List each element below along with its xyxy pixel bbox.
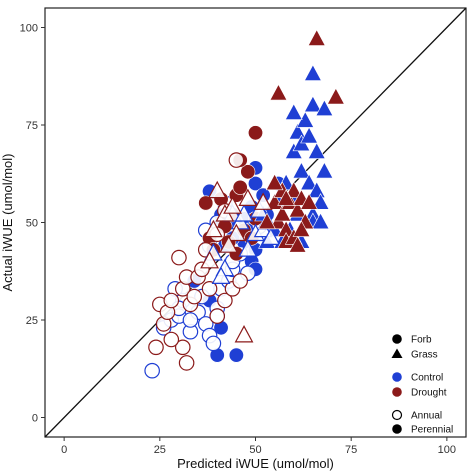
legend-label: Forb bbox=[411, 335, 432, 346]
y-tick-label: 50 bbox=[26, 218, 38, 230]
data-point-grass-control-perennial bbox=[304, 95, 322, 113]
legend-label: Control bbox=[411, 373, 443, 384]
data-point-grass-drought-perennial bbox=[284, 181, 303, 198]
data-point-forb-drought-annual bbox=[148, 339, 164, 356]
data-point-forb-drought-annual bbox=[171, 249, 187, 266]
data-point-grass-control-annual bbox=[211, 266, 231, 284]
y-tick-label: 100 bbox=[20, 23, 38, 35]
data-point-forb-drought-annual bbox=[174, 339, 191, 356]
data-point-grass-drought-perennial bbox=[269, 83, 288, 101]
axes-layer: 0 25 50 75 100 0 25 50 75 100 bbox=[20, 23, 456, 457]
data-point-forb-control-perennial bbox=[248, 176, 264, 192]
data-point-grass-drought-perennial bbox=[258, 212, 276, 230]
data-point-grass-drought-perennial bbox=[273, 204, 292, 222]
data-point-forb-drought-annual bbox=[186, 288, 203, 305]
data-point-forb-drought-perennial bbox=[232, 179, 248, 195]
data-point-grass-drought-perennial bbox=[300, 193, 318, 210]
data-point-grass-drought-annual bbox=[203, 219, 223, 238]
legend-marker-open bbox=[391, 409, 403, 421]
x-axis-title: Predicted iWUE (umol/mol) bbox=[177, 456, 334, 471]
data-point-grass-control-perennial bbox=[304, 64, 322, 81]
data-point-grass-control-perennial bbox=[288, 122, 307, 140]
y-tick-label: 75 bbox=[26, 120, 38, 132]
data-point-forb-drought-perennial bbox=[240, 164, 256, 180]
data-point-forb-drought-annual bbox=[209, 308, 226, 324]
data-point-forb-control-annual bbox=[182, 312, 199, 328]
data-point-forb-drought-annual bbox=[178, 355, 195, 371]
y-tick-label: 25 bbox=[26, 315, 38, 327]
data-point-grass-drought-annual bbox=[200, 250, 219, 269]
data-point-grass-control-perennial bbox=[284, 103, 303, 120]
x-tick-label: 75 bbox=[345, 444, 357, 456]
legend-label: Grass bbox=[411, 350, 438, 361]
data-point-grass-control-perennial bbox=[315, 99, 334, 116]
data-point-grass-control-perennial bbox=[300, 173, 318, 191]
data-point-grass-control-perennial bbox=[307, 181, 326, 198]
legend-label: Annual bbox=[411, 411, 442, 422]
data-points-layer bbox=[144, 29, 345, 379]
data-point-forb-drought-annual bbox=[217, 292, 233, 309]
x-tick-label: 0 bbox=[61, 444, 67, 456]
legend-marker-triangle bbox=[391, 348, 403, 358]
legend-marker-color bbox=[392, 387, 402, 397]
data-point-forb-drought-annual bbox=[201, 280, 218, 297]
x-tick-label: 25 bbox=[154, 444, 166, 456]
data-point-forb-control-annual bbox=[144, 362, 160, 379]
data-point-forb-drought-annual bbox=[163, 331, 180, 348]
data-point-grass-drought-perennial bbox=[326, 87, 345, 105]
legend: Forb Grass Control Drought Annual Perennial bbox=[391, 334, 453, 436]
data-point-grass-control-annual bbox=[261, 227, 281, 245]
data-point-grass-control-annual bbox=[238, 239, 258, 257]
data-point-forb-drought-annual bbox=[228, 152, 245, 168]
data-point-grass-drought-annual bbox=[253, 192, 273, 210]
data-point-grass-drought-annual bbox=[226, 223, 246, 242]
data-point-grass-drought-annual bbox=[219, 235, 239, 253]
data-point-grass-drought-annual bbox=[207, 180, 227, 199]
legend-label: Perennial bbox=[411, 425, 453, 436]
data-point-grass-control-perennial bbox=[311, 212, 330, 230]
data-point-grass-drought-perennial bbox=[265, 173, 284, 191]
data-point-grass-control-perennial bbox=[315, 161, 334, 179]
data-point-forb-drought-perennial bbox=[248, 125, 264, 141]
data-point-grass-control-perennial bbox=[300, 126, 318, 144]
data-point-grass-control-perennial bbox=[307, 142, 326, 159]
data-point-grass-drought-perennial bbox=[307, 29, 326, 46]
data-point-grass-drought-perennial bbox=[292, 220, 311, 237]
data-point-grass-drought-annual bbox=[234, 325, 254, 343]
data-point-forb-drought-annual bbox=[232, 273, 248, 289]
legend-marker-filled bbox=[392, 424, 402, 434]
data-point-forb-control-perennial bbox=[228, 347, 244, 363]
y-axis-title: Actual iWUE (umol/mol) bbox=[0, 154, 15, 292]
legend-marker-circle bbox=[392, 334, 402, 344]
data-point-grass-drought-annual bbox=[238, 188, 258, 206]
legend-label: Drought bbox=[411, 388, 447, 399]
data-point-grass-drought-perennial bbox=[288, 235, 307, 253]
data-point-grass-drought-perennial bbox=[277, 189, 296, 206]
data-point-forb-drought-annual bbox=[163, 292, 180, 309]
data-point-grass-drought-annual bbox=[223, 196, 242, 214]
x-tick-label: 100 bbox=[438, 444, 456, 456]
y-tick-label: 0 bbox=[32, 413, 38, 425]
legend-marker-color bbox=[392, 372, 402, 382]
data-point-grass-control-perennial bbox=[292, 161, 311, 179]
data-point-grass-control-perennial bbox=[311, 193, 330, 210]
x-tick-label: 50 bbox=[249, 444, 261, 456]
data-point-forb-drought-perennial bbox=[198, 195, 214, 211]
data-point-forb-control-annual bbox=[205, 335, 222, 352]
